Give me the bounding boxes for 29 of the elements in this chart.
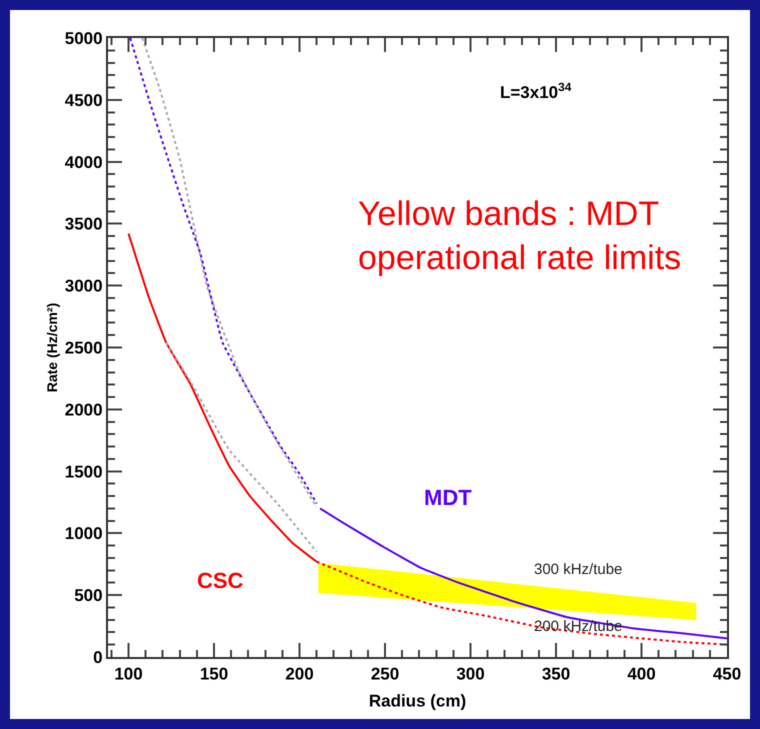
y-tick-label: 3500 [64,214,103,234]
text: MDT [424,485,472,510]
y-tick-label: 4000 [64,152,103,172]
x-tick-label: 150 [200,664,228,684]
y-tick-label: 4500 [64,90,103,110]
y-tick-label: 0 [93,648,103,667]
x-axis-title: Radius (cm) [368,691,466,710]
x-tick-label: 350 [542,664,570,684]
annotation: 200 kHz/tube [534,618,622,635]
y-tick-label: 2500 [64,338,103,358]
annotation: Yellow bands : MDT operational rate limits [358,195,682,278]
x-tick-label: 400 [627,664,656,684]
annotation: L=3x10$^{34}$ [500,80,572,102]
y-axis-title: Rate (Hz/cm²) [44,302,60,392]
x-tick-label: 450 [712,664,742,684]
y-tick-label: 1500 [64,462,103,482]
x-tick-label: 300 [456,664,485,684]
x-tick-label: 250 [370,664,400,684]
annotation: 300 kHz/tube [534,561,622,578]
x-tick-label: 100 [114,664,143,684]
text: CSC [197,568,244,593]
line-series [319,507,727,640]
y-tick-label: 2000 [64,400,103,420]
y-tick-label: 500 [74,586,103,606]
y-tick-label: 5000 [64,28,103,48]
x-tick-label: 200 [285,664,314,684]
y-tick-label: 3000 [64,276,103,296]
y-tick-label: 1000 [64,524,103,544]
line-series [165,342,318,553]
